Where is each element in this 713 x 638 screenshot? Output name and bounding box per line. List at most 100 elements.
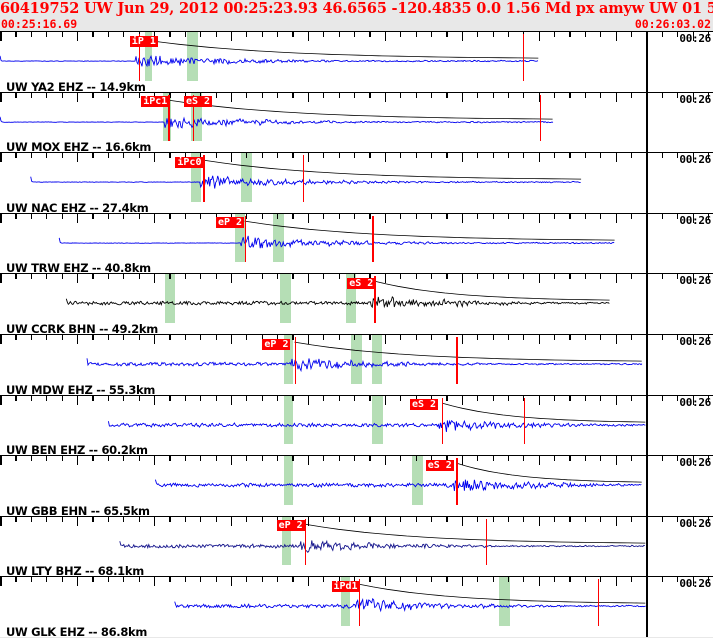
- waveform-trace: [86, 341, 643, 373]
- phase-pick-line[interactable]: [442, 397, 444, 445]
- time-tick-minor: [138, 577, 140, 583]
- trace-panel[interactable]: 00:26 eS 2 UW GBB EHN -- 65.5km: [0, 455, 713, 516]
- time-tick-minor: [600, 32, 602, 37]
- station-channel-label[interactable]: UW BEN EHZ -- 60.2km: [6, 443, 148, 456]
- trace-panel[interactable]: 00:26 eS 2 UW BEN EHZ -- 60.2km: [0, 394, 713, 456]
- time-tick-minor: [261, 334, 263, 340]
- time-tick-minor: [631, 92, 633, 98]
- time-tick-minor: [600, 153, 602, 159]
- coda-decay-curve: [203, 159, 582, 180]
- station-channel-label[interactable]: UW YA2 EHZ -- 14.9km: [6, 79, 146, 92]
- time-tick-minor: [569, 153, 571, 159]
- coda-end-marker-line[interactable]: [485, 518, 487, 566]
- phase-pick-line[interactable]: [294, 336, 296, 384]
- time-tick-minor: [184, 334, 186, 340]
- time-tick-minor: [107, 274, 109, 280]
- phase-pick-label[interactable]: iPc0: [175, 156, 204, 168]
- time-tick-minor: [338, 32, 340, 37]
- time-tick-minor: [277, 395, 279, 401]
- time-tick-minor: [569, 213, 571, 219]
- trace-panel[interactable]: 00:26 eP 2 UW MDW EHZ -- 55.3km: [0, 333, 713, 395]
- phase-pick-label[interactable]: eP 2: [262, 338, 291, 350]
- waveform-trace: [0, 38, 539, 68]
- time-tick-minor: [323, 213, 325, 219]
- time-tick-minor: [200, 213, 202, 219]
- time-tick-minor: [292, 153, 294, 159]
- coda-end-marker-line[interactable]: [372, 215, 374, 263]
- time-tick-minor: [631, 334, 633, 340]
- time-tick-minor: [107, 395, 109, 401]
- trace-panel[interactable]: 00:26 iP 1 UW YA2 EHZ -- 14.9km: [0, 31, 713, 92]
- time-tick-minor: [61, 456, 63, 462]
- time-tick-minor: [338, 516, 340, 522]
- phase-pick-label[interactable]: eS 2: [410, 399, 439, 411]
- time-tick-minor: [277, 213, 279, 219]
- time-tick-minor: [292, 516, 294, 522]
- phase-pick-line[interactable]: [203, 155, 205, 202]
- time-tick-minor: [200, 456, 202, 462]
- station-channel-label[interactable]: UW CCRK BHN -- 49.2km: [6, 321, 158, 334]
- waveform-trace: [107, 402, 646, 432]
- phase-pick-line[interactable]: [192, 94, 194, 142]
- phase-pick-line[interactable]: [139, 34, 141, 81]
- phase-pick-line[interactable]: [168, 94, 170, 142]
- phase-pick-line[interactable]: [358, 579, 360, 626]
- time-tick-major: [538, 32, 541, 41]
- station-channel-label[interactable]: UW LTY BHZ -- 68.1km: [6, 564, 144, 577]
- time-tick-minor: [277, 334, 279, 340]
- time-tick-minor: [507, 456, 510, 462]
- coda-end-marker-line[interactable]: [597, 579, 599, 626]
- station-channel-label[interactable]: UW GLK EHZ -- 86.8km: [6, 624, 148, 637]
- phase-pick-label[interactable]: eP 2: [276, 520, 305, 532]
- phase-pick-line[interactable]: [374, 276, 376, 323]
- time-tick-minor: [369, 456, 371, 462]
- time-tick-minor: [523, 577, 525, 583]
- trace-panel-stack[interactable]: 00:26 iP 1 UW YA2 EHZ -- 14.9km 00:26 iPc1 eS…: [0, 31, 713, 638]
- coda-end-marker-line[interactable]: [456, 336, 458, 384]
- station-channel-label[interactable]: UW GBB EHN -- 65.5km: [6, 503, 150, 516]
- time-tick-major: [0, 274, 2, 284]
- station-channel-label[interactable]: UW NAC EHZ -- 27.4km: [6, 200, 149, 213]
- time-tick-minor: [246, 274, 248, 280]
- phase-pick-line[interactable]: [456, 458, 458, 505]
- coda-end-marker-line[interactable]: [539, 94, 542, 142]
- phase-pick-label[interactable]: eS 2: [184, 96, 213, 108]
- coda-end-marker-line[interactable]: [522, 34, 524, 81]
- time-tick-minor: [92, 395, 94, 401]
- time-tick-minor: [107, 456, 109, 462]
- trace-panel[interactable]: 00:26 iPd1 UW GLK EHZ -- 86.8km: [0, 576, 713, 637]
- time-tick-minor: [15, 577, 17, 583]
- time-tick-minor: [415, 334, 417, 340]
- coda-window-band: [345, 274, 356, 323]
- station-channel-label[interactable]: UW MDW EHZ -- 55.3km: [6, 382, 156, 395]
- minute-boundary-line: [646, 334, 648, 395]
- time-tick-axis: [0, 577, 713, 587]
- coda-end-marker-line[interactable]: [524, 397, 526, 445]
- phase-pick-label[interactable]: eP 2: [216, 217, 245, 229]
- time-tick-axis: [0, 395, 713, 405]
- trace-panel[interactable]: 00:26 eS 2 UW CCRK BHN -- 49.2km: [0, 273, 713, 334]
- phase-pick-label[interactable]: iP 1: [129, 35, 158, 47]
- phase-pick-label[interactable]: eS 2: [347, 277, 376, 289]
- coda-decay-curve: [138, 38, 539, 59]
- time-tick-minor: [15, 213, 17, 219]
- phase-pick-label[interactable]: iPd1: [331, 580, 360, 592]
- trace-panel[interactable]: 00:26 iPc1 eS 2 UW MOX EHZ -- 16.6km: [0, 91, 713, 153]
- trace-panel[interactable]: 00:26 iPc0 UW NAC EHZ -- 27.4km: [0, 152, 713, 213]
- phase-pick-label[interactable]: iPc1: [141, 96, 170, 108]
- phase-pick-line[interactable]: [244, 215, 246, 263]
- time-tick-minor: [138, 516, 140, 522]
- time-tick-minor: [215, 213, 217, 219]
- time-tick-major: [230, 577, 233, 587]
- time-tick-minor: [323, 516, 325, 522]
- phase-pick-label[interactable]: eS 2: [425, 459, 454, 471]
- station-channel-label[interactable]: UW MOX EHZ -- 16.6km: [6, 140, 152, 153]
- trace-panel[interactable]: 00:26 eP 2 UW LTY BHZ -- 68.1km: [0, 515, 713, 577]
- coda-end-marker-line[interactable]: [303, 155, 305, 202]
- trace-panel[interactable]: 00:26 eP 2 UW TRW EHZ -- 40.8km: [0, 212, 713, 274]
- window-start-time: 00:25:16.69: [1, 17, 78, 31]
- time-tick-minor: [415, 32, 417, 37]
- station-channel-label[interactable]: UW TRW EHZ -- 40.8km: [6, 261, 151, 274]
- phase-pick-line[interactable]: [304, 518, 306, 566]
- time-tick-minor: [631, 577, 633, 583]
